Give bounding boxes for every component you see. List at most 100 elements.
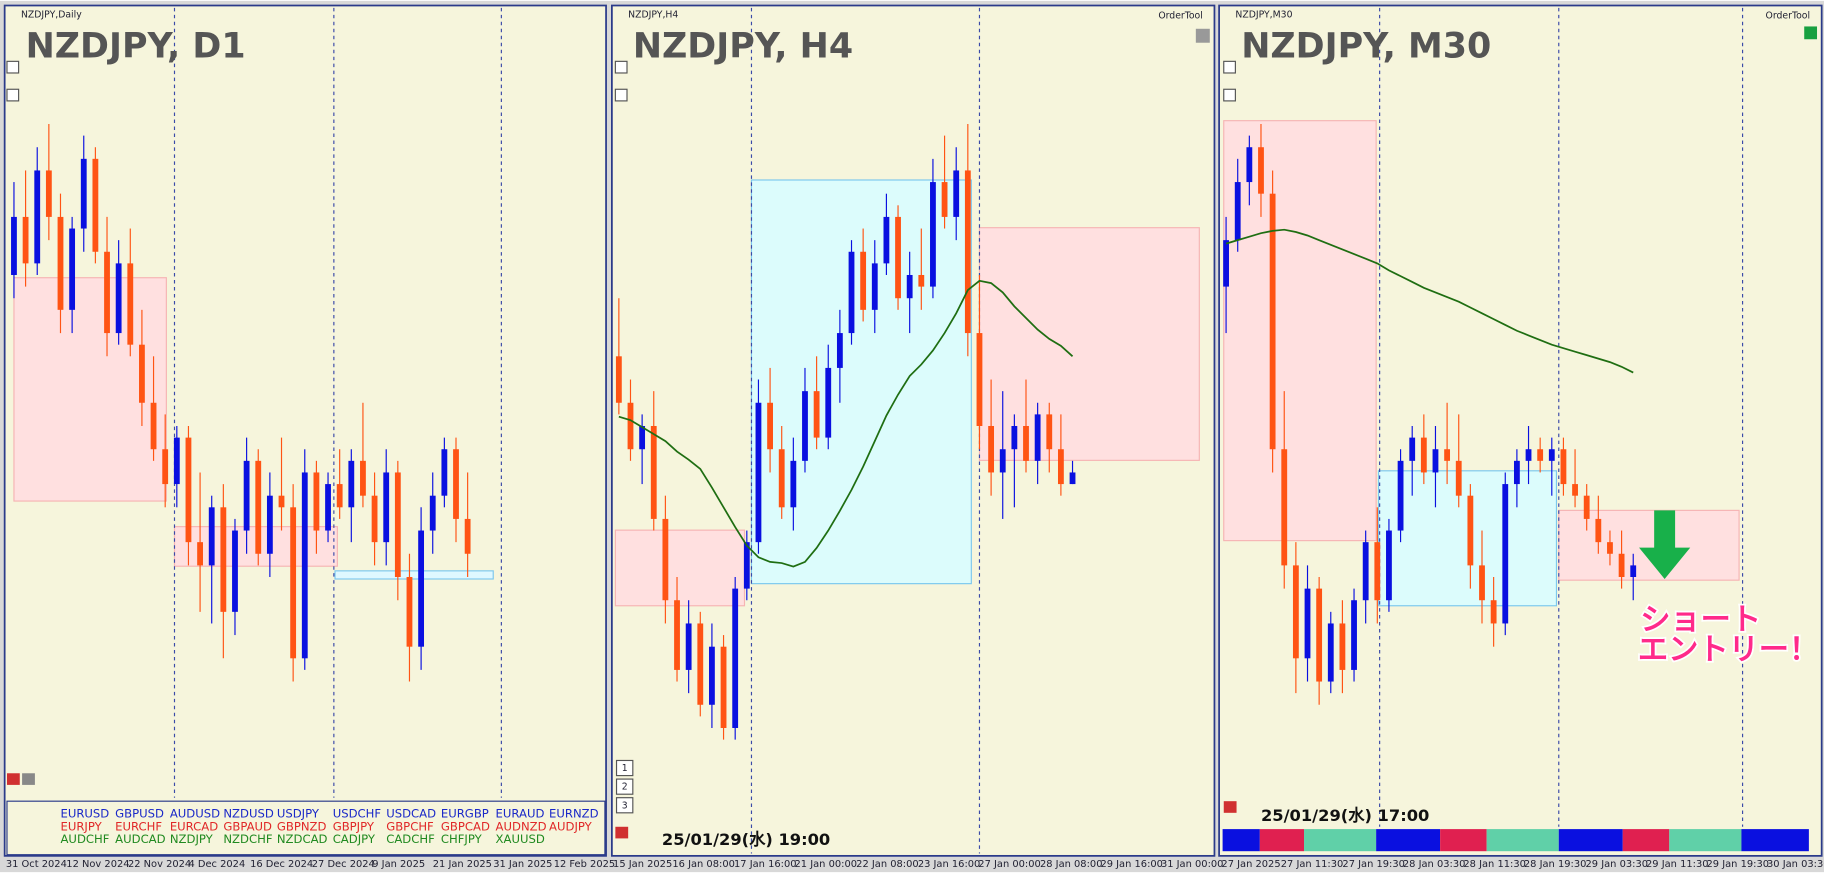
strip [1741, 829, 1809, 852]
symbol[interactable]: USDCHF [333, 806, 382, 820]
button[interactable] [1223, 60, 1236, 74]
symbol[interactable]: NZDUSD [223, 806, 273, 820]
candle-body [1537, 449, 1544, 461]
moving-average [618, 279, 1074, 568]
symbol[interactable]: NZDCHF [223, 832, 272, 846]
symbol[interactable]: EURJPY [60, 819, 102, 833]
candle-body [1246, 147, 1253, 183]
candle-body [150, 402, 157, 450]
symbol[interactable]: AUDNZD [496, 819, 547, 833]
button[interactable] [1223, 88, 1236, 102]
chart-title: NZDJPY, D1 [26, 26, 246, 66]
candle-body [1011, 425, 1018, 450]
candle-body [1420, 437, 1427, 473]
button[interactable] [615, 778, 634, 795]
symbol[interactable]: CHFJPY [441, 832, 483, 846]
symbol[interactable]: GBPUSD [115, 806, 164, 820]
candle-body [1513, 460, 1520, 485]
candle-body [767, 402, 773, 450]
candle-body [1560, 449, 1567, 485]
symbol[interactable]: EURNZD [549, 806, 599, 820]
candle-body [301, 472, 308, 659]
candle-body [197, 542, 203, 566]
symbol[interactable]: GBPAUD [223, 819, 272, 833]
candle-body [1386, 530, 1392, 601]
candle-body [988, 425, 995, 473]
symbol[interactable]: CADJPY [333, 832, 376, 846]
x-tick-label: 29 Jan 19:30 [1707, 859, 1770, 870]
symbol[interactable]: EURUSD [60, 806, 109, 820]
candle-body [685, 623, 692, 670]
x-tick-label: 27 Jan 11:30 [1281, 859, 1344, 870]
candle-body [104, 251, 110, 334]
x-tick-label: 27 Jan 2025 [1221, 859, 1280, 870]
symbol[interactable]: EURGBP [441, 806, 489, 820]
symbol[interactable]: AUDCAD [115, 832, 165, 846]
symbol[interactable]: EURAUD [496, 806, 545, 820]
symbol[interactable]: GBPCAD [441, 819, 490, 833]
symbol[interactable]: AUDJPY [549, 819, 593, 833]
tool-button[interactable] [1223, 801, 1237, 813]
candle-body [11, 216, 17, 275]
x-tick-label: 21 Jan 2025 [433, 859, 492, 870]
symbol[interactable]: USDCAD [386, 806, 436, 820]
x-tick-label: 29 Jan 03:30 [1586, 859, 1649, 870]
tool-button[interactable] [22, 773, 35, 785]
candle-body [313, 472, 320, 531]
tool-button[interactable] [615, 826, 629, 839]
symbol[interactable]: AUDUSD [170, 806, 220, 820]
candle-body [1432, 449, 1439, 473]
symbol[interactable]: AUDCHF [60, 832, 109, 846]
candle-body [1490, 600, 1497, 624]
x-tick-label: 16 Dec 2024 [250, 859, 313, 870]
candle-body [80, 158, 87, 229]
candle-body [674, 600, 680, 670]
x-tick-label: 31 Jan 2025 [493, 859, 552, 870]
strip [1222, 829, 1260, 852]
strip [1486, 829, 1559, 852]
x-tick-label: 27 Dec 2024 [312, 859, 375, 870]
candle-body [243, 460, 250, 531]
panel-label: NZDJPY,H4 [628, 9, 678, 20]
symbol[interactable]: USDJPY [277, 806, 320, 820]
x-tick-label: 15 Jan 2025 [613, 859, 672, 870]
candle-body [1583, 495, 1590, 519]
candle-body [871, 263, 878, 310]
button[interactable] [6, 60, 20, 74]
button-label: 3 [622, 800, 628, 811]
symbol[interactable]: GBPJPY [333, 819, 375, 833]
candle-body [208, 507, 215, 566]
button[interactable] [614, 60, 628, 74]
annotation: エントリー！ [1638, 633, 1819, 668]
x-tick-label: 17 Jan 16:00 [734, 859, 797, 870]
tool-button[interactable] [1804, 26, 1818, 40]
symbol[interactable]: CADCHF [386, 832, 435, 846]
symbol[interactable]: XAUUSD [496, 832, 545, 846]
tool-button[interactable] [6, 773, 20, 785]
candle-body [406, 576, 413, 647]
candle-body [1455, 460, 1462, 496]
symbol[interactable]: EURCAD [170, 819, 218, 833]
candle-body [999, 449, 1006, 473]
button[interactable] [615, 759, 634, 777]
candle-body [139, 344, 145, 403]
zone [614, 529, 746, 607]
symbol[interactable]: GBPNZD [277, 819, 327, 833]
candle-body [836, 333, 843, 368]
candle-body [1304, 588, 1311, 659]
zone [334, 570, 494, 580]
strip [1304, 829, 1377, 852]
candle-body [1316, 588, 1323, 682]
x-tick-label: 29 Jan 16:00 [1100, 859, 1163, 870]
button[interactable] [6, 88, 20, 102]
symbol[interactable]: NZDJPY [170, 832, 214, 846]
symbol[interactable]: GBPCHF [386, 819, 434, 833]
candle-body [1351, 600, 1357, 670]
button[interactable] [614, 88, 628, 102]
candle-body [1234, 182, 1241, 241]
button[interactable] [615, 797, 634, 814]
tool-button[interactable] [1195, 28, 1210, 43]
candle-body [325, 484, 331, 531]
symbol[interactable]: NZDCAD [277, 832, 328, 846]
symbol[interactable]: EURCHF [115, 819, 162, 833]
